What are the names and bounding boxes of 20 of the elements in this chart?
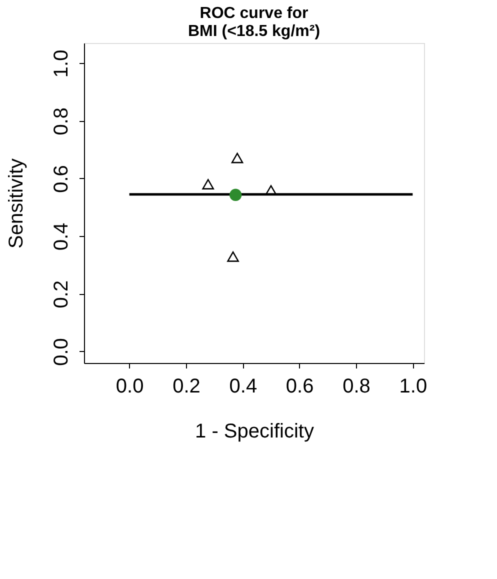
- point: [231, 152, 244, 164]
- x-axis-title: 1 - Specificity: [195, 420, 314, 442]
- text: ROC curve for: [200, 5, 308, 22]
- point: [227, 251, 239, 262]
- x-tick-label: 1.0: [399, 376, 428, 398]
- y-axis-title: Sensitivity: [6, 158, 28, 249]
- y-tick-label: 0.6: [50, 165, 72, 193]
- y-tick-label: 0.0: [50, 338, 72, 366]
- x-tick-label: 0.2: [172, 376, 200, 398]
- y-tick-label: 0.8: [50, 107, 72, 136]
- x-tick-label: 0.0: [116, 376, 144, 398]
- x-tick-label: 0.4: [229, 376, 258, 398]
- y-tick-label: 0.2: [50, 280, 72, 308]
- x-tick-label: 0.8: [342, 376, 370, 398]
- y-tick-label: 0.4: [50, 222, 72, 251]
- y-tick-label: 1.0: [50, 50, 72, 78]
- point: [229, 188, 242, 202]
- point: [202, 179, 214, 190]
- text: BMI (<18.5 kg/m²): [188, 23, 320, 40]
- x-tick-label: 0.6: [286, 376, 314, 398]
